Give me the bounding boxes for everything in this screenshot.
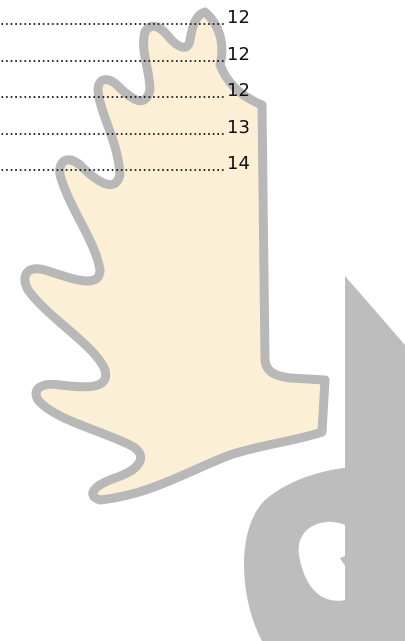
- toc-entry: 12: [0, 42, 260, 66]
- page-number: 12: [227, 7, 250, 29]
- toc-entry: 12: [0, 78, 260, 102]
- page-number: 13: [227, 117, 250, 139]
- toc-entry: 12: [0, 5, 260, 29]
- document-page: 12 12 12 13 14: [0, 0, 405, 641]
- dot-leader: [0, 169, 224, 171]
- gray-swirl: [244, 466, 405, 641]
- dot-leader: [0, 96, 224, 98]
- page-number: 14: [227, 153, 250, 175]
- page-number: 12: [227, 80, 250, 102]
- dot-leader: [0, 23, 224, 25]
- dot-leader: [0, 60, 224, 62]
- toc-entry: 14: [0, 151, 260, 175]
- toc-entry: 13: [0, 115, 260, 139]
- dot-leader: [0, 133, 224, 135]
- page-number: 12: [227, 44, 250, 66]
